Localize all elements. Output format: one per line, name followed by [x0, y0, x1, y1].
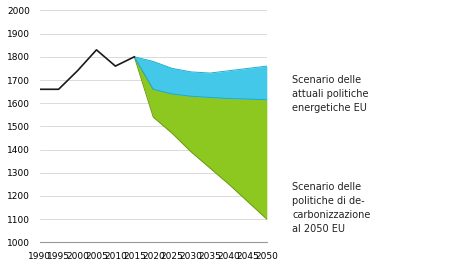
Text: Scenario delle
attuali politiche
energetiche EU: Scenario delle attuali politiche energet…	[291, 75, 368, 113]
Text: Scenario delle
politiche di de-
carbonizzazione
al 2050 EU: Scenario delle politiche di de- carboniz…	[291, 182, 369, 234]
